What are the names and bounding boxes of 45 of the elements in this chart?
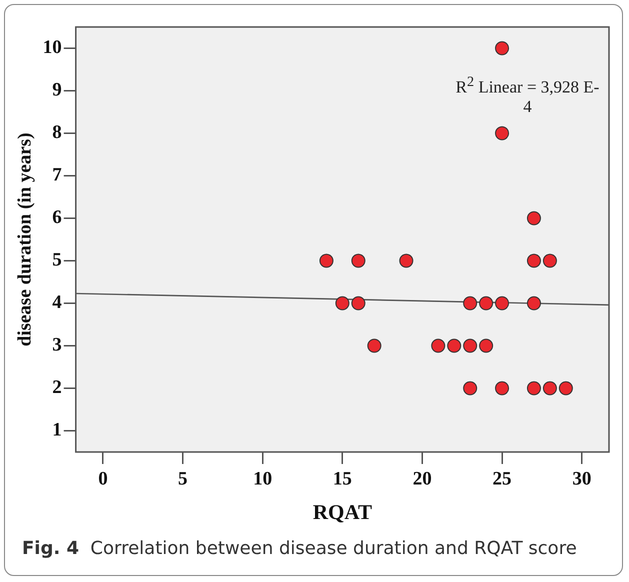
x-tick-label: 5 (178, 468, 188, 490)
point (526, 381, 541, 396)
y-tick-label: 1 (52, 420, 62, 441)
point (495, 381, 510, 396)
point (479, 296, 494, 310)
annotation: R$^{2}$ Linear = 3,928 E-4 (455, 74, 600, 117)
point (495, 41, 510, 56)
point (526, 254, 541, 268)
point (319, 254, 334, 268)
x-tick-label: 15 (332, 468, 352, 490)
point (463, 338, 478, 353)
point (495, 296, 510, 310)
point (351, 296, 366, 310)
x-tick-label: 10 (253, 468, 272, 490)
x-axis-title: RQAT (312, 500, 372, 524)
point (351, 254, 366, 268)
y-tick-label: 7 (52, 164, 62, 186)
y-tick-label: 3 (52, 334, 62, 356)
point (526, 211, 541, 226)
x-tick-label: 20 (412, 468, 432, 490)
point (447, 338, 462, 353)
x-tick-label: 25 (492, 468, 512, 490)
x-tick-label: 30 (572, 468, 592, 490)
point (479, 338, 494, 353)
y-axis-title: disease duration (in years) (14, 132, 36, 346)
y-tick-label: 5 (52, 250, 62, 271)
point (463, 381, 478, 396)
point (399, 254, 414, 268)
y-tick-label: 8 (52, 122, 62, 144)
point (431, 338, 446, 353)
point (542, 254, 557, 268)
point (542, 381, 557, 396)
y-tick-label: 2 (52, 377, 62, 398)
y-tick-label: 10 (42, 37, 62, 58)
y-tick-label: 9 (52, 80, 62, 101)
point (558, 381, 573, 396)
point (367, 338, 382, 353)
point (526, 296, 541, 310)
point (463, 296, 478, 310)
caption: Fig. 4 Correlation between disease duration and RQAT score (22, 538, 577, 559)
point (495, 126, 510, 140)
x-tick-label: 0 (98, 468, 108, 490)
point (335, 296, 350, 310)
y-tick-label: 6 (52, 207, 62, 228)
y-tick-label: 4 (52, 292, 62, 314)
